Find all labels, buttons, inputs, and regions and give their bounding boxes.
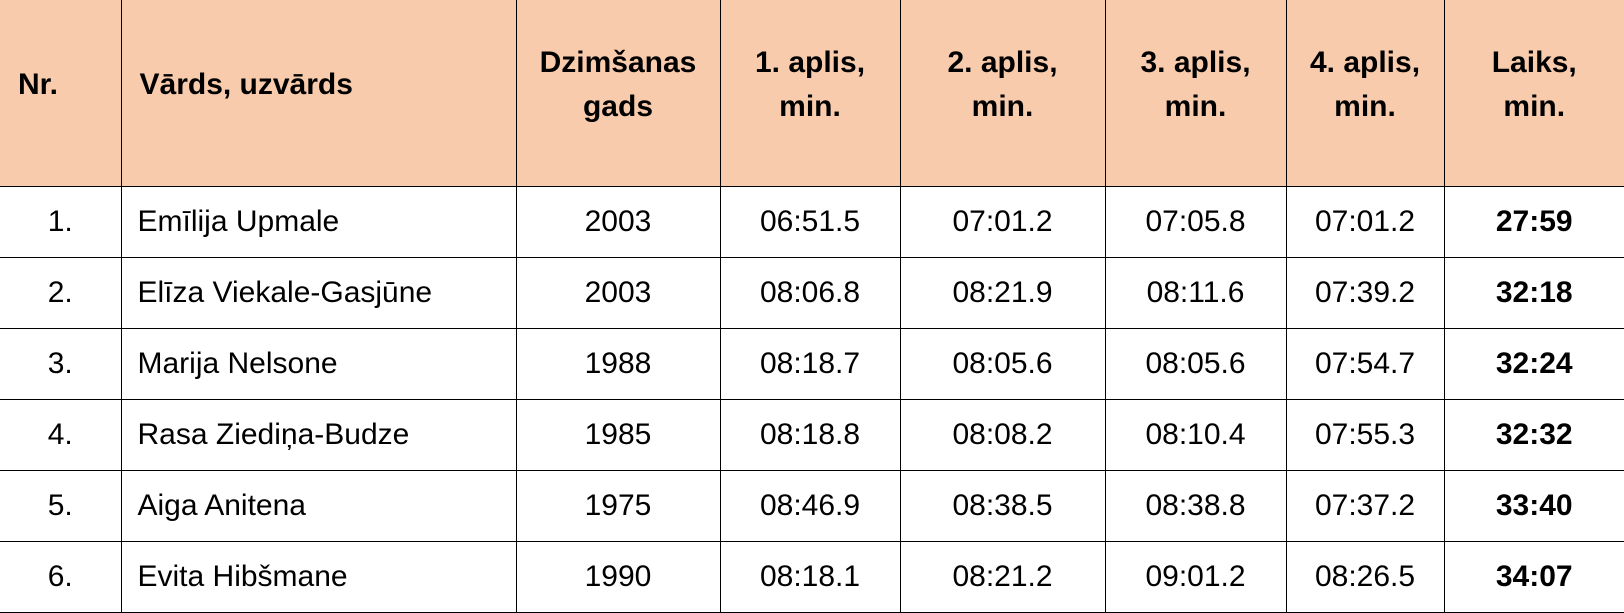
table-cell: 1985 <box>515 398 721 471</box>
table-cell: Emīlija Upmale <box>120 185 517 258</box>
table-cell: 09:01.2 <box>1104 540 1287 613</box>
table-cell: 08:18.8 <box>719 398 901 471</box>
table-cell: 32:18 <box>1443 256 1624 329</box>
header-cell: 4. aplis, min. <box>1285 0 1445 187</box>
table-cell: 08:38.5 <box>899 469 1106 542</box>
table-cell: 34:07 <box>1443 540 1624 613</box>
table-cell: 07:05.8 <box>1104 185 1287 258</box>
table-cell: 06:51.5 <box>719 185 901 258</box>
table-cell: 08:21.2 <box>899 540 1106 613</box>
table-cell: 2. <box>0 256 122 329</box>
table-cell: 4. <box>0 398 122 471</box>
table-cell: Rasa Ziediņa-Budze <box>120 398 517 471</box>
table-cell: 07:37.2 <box>1285 469 1445 542</box>
table-cell: 2003 <box>515 256 721 329</box>
table-cell: 08:18.1 <box>719 540 901 613</box>
header-row: Nr. Vārds, uzvārds Dzimšanas gads 1. aplis,… <box>0 0 1624 187</box>
table-cell: 08:06.8 <box>719 256 901 329</box>
table-cell: 08:46.9 <box>719 469 901 542</box>
table-cell: 07:55.3 <box>1285 398 1445 471</box>
table-row: 3. Marija Nelsone 1988 08:18.7 08:05.6 08:05.… <box>0 327 1624 400</box>
table-cell: 5. <box>0 469 122 542</box>
table-cell: Elīza Viekale-Gasjūne <box>120 256 517 329</box>
table-cell: 07:01.2 <box>899 185 1106 258</box>
table-cell: 1990 <box>515 540 721 613</box>
table-cell: 07:54.7 <box>1285 327 1445 400</box>
table-row: 2. Elīza Viekale-Gasjūne 2003 08:06.8 08:21.… <box>0 256 1624 329</box>
table-row: 1. Emīlija Upmale 2003 06:51.5 07:01.2 07:05.… <box>0 185 1624 258</box>
table-cell: 08:38.8 <box>1104 469 1287 542</box>
header-cell: Vārds, uzvārds <box>120 0 517 187</box>
table-cell: 08:11.6 <box>1104 256 1287 329</box>
table-body: 1. Emīlija Upmale 2003 06:51.5 07:01.2 07:05.… <box>0 185 1624 613</box>
table-cell: Evita Hibšmane <box>120 540 517 613</box>
table-cell: 2003 <box>515 185 721 258</box>
table-cell: 08:10.4 <box>1104 398 1287 471</box>
table-cell: 07:39.2 <box>1285 256 1445 329</box>
table-cell: 08:18.7 <box>719 327 901 400</box>
table-cell: 08:26.5 <box>1285 540 1445 613</box>
table-cell: 1988 <box>515 327 721 400</box>
table-cell: 32:32 <box>1443 398 1624 471</box>
header-cell: Nr. <box>0 0 122 187</box>
header-cell: 3. aplis, min. <box>1104 0 1287 187</box>
table-cell: 1. <box>0 185 122 258</box>
table-cell: 08:05.6 <box>1104 327 1287 400</box>
table-row: 4. Rasa Ziediņa-Budze 1985 08:18.8 08:08.2 08… <box>0 398 1624 471</box>
table-cell: 33:40 <box>1443 469 1624 542</box>
table-cell: 1975 <box>515 469 721 542</box>
table-cell: 32:24 <box>1443 327 1624 400</box>
table-row: 6. Evita Hibšmane 1990 08:18.1 08:21.2 09:01.… <box>0 540 1624 613</box>
table-cell: 07:01.2 <box>1285 185 1445 258</box>
table-cell: 27:59 <box>1443 185 1624 258</box>
table-cell: Marija Nelsone <box>120 327 517 400</box>
table-cell: Aiga Anitena <box>120 469 517 542</box>
table-row: 5. Aiga Anitena 1975 08:46.9 08:38.5 08:38.8 0… <box>0 469 1624 542</box>
table-cell: 08:05.6 <box>899 327 1106 400</box>
header-cell: 1. aplis, min. <box>719 0 901 187</box>
header-cell: 2. aplis, min. <box>899 0 1106 187</box>
header-cell: Dzimšanas gads <box>515 0 721 187</box>
table-cell: 6. <box>0 540 122 613</box>
table-cell: 08:21.9 <box>899 256 1106 329</box>
table-cell: 3. <box>0 327 122 400</box>
header-cell: Laiks, min. <box>1443 0 1624 187</box>
table-cell: 08:08.2 <box>899 398 1106 471</box>
